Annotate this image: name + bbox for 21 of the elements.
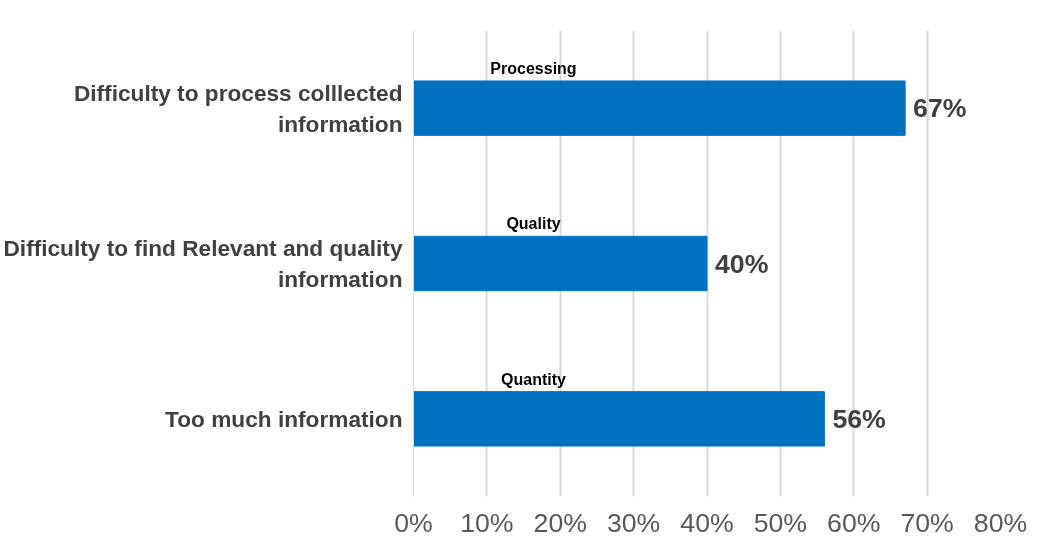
x-tick-label: 60% bbox=[827, 507, 881, 538]
x-tick-label: 70% bbox=[900, 507, 954, 538]
y-tick-label: Too much information bbox=[165, 405, 403, 432]
data-label: 40% bbox=[715, 248, 769, 279]
x-tick-label: 20% bbox=[533, 507, 587, 538]
data-label: 67% bbox=[913, 93, 967, 124]
bar bbox=[413, 235, 708, 292]
x-tick-label: 30% bbox=[606, 507, 661, 538]
bar bbox=[413, 391, 825, 447]
x-tick-label: 50% bbox=[753, 507, 808, 538]
annotation: Quality bbox=[506, 215, 561, 233]
y-tick-label: Difficulty to find Relevant and quality information bbox=[3, 234, 403, 293]
x-tick-label: 80% bbox=[973, 507, 1028, 538]
annotation: Processing bbox=[490, 60, 577, 78]
x-tick-label: 0% bbox=[394, 507, 433, 538]
bar bbox=[413, 80, 906, 136]
x-tick-label: 10% bbox=[460, 507, 514, 538]
data-label: 56% bbox=[832, 403, 886, 434]
y-tick-label: Difficulty to process colllected information bbox=[73, 79, 403, 137]
annotation: Quantity bbox=[501, 370, 567, 388]
x-tick-label: 40% bbox=[680, 507, 734, 538]
